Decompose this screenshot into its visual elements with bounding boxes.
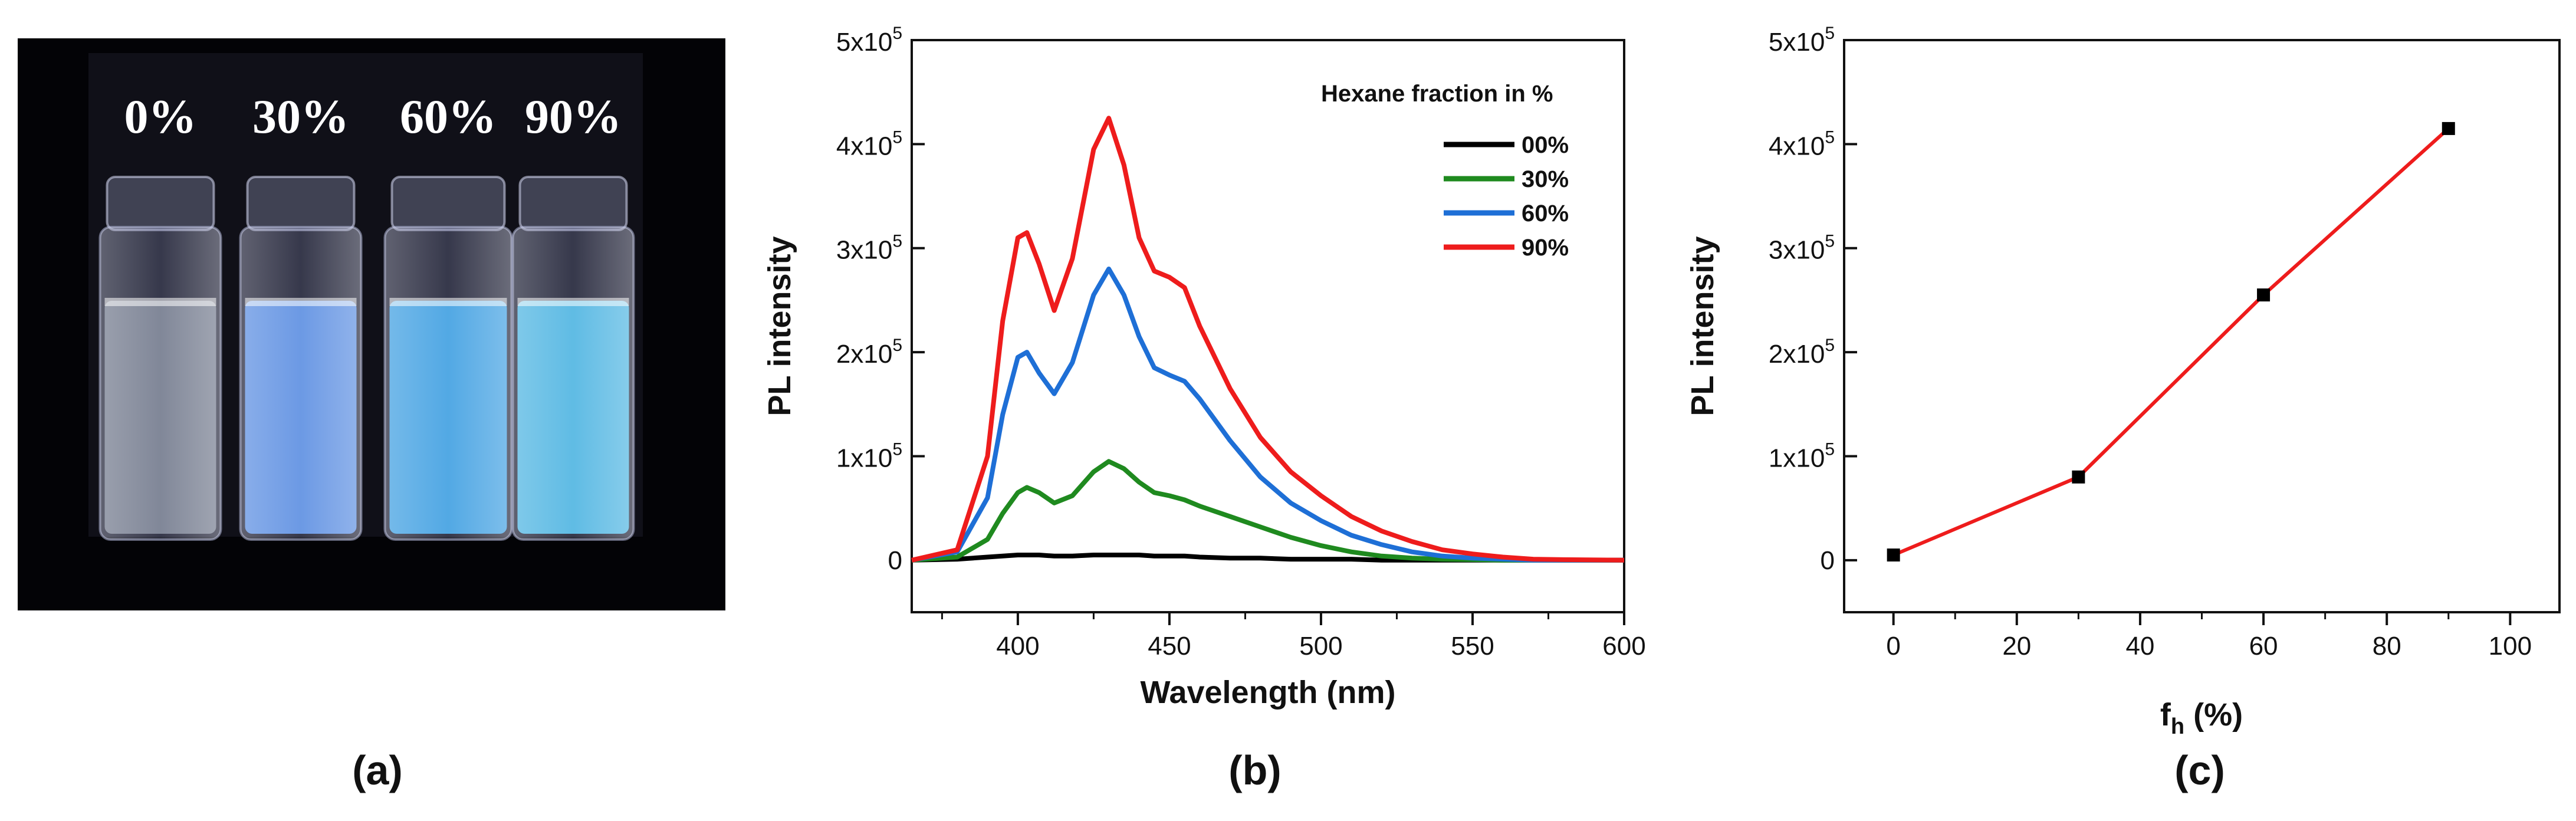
x-tick-label: 450 <box>1148 632 1191 661</box>
chart-b-legend: Hexane fraction in % 00% 30% 60% 90% <box>1321 81 1569 261</box>
legend-entry: 60% <box>1522 201 1569 226</box>
x-tick-label: 40 <box>2125 632 2154 661</box>
panel-label-a: (a) <box>352 747 403 793</box>
panel-label-c: (c) <box>2174 747 2225 793</box>
chart-b-xlabel: Wavelength (nm) <box>1140 675 1395 710</box>
panel-label-b: (b) <box>1228 747 1281 793</box>
chart-c-ylabel: PL intensity <box>1685 236 1720 416</box>
legend-title: Hexane fraction in % <box>1321 81 1553 107</box>
vial-neck <box>106 176 215 231</box>
y-tick-label: 4x105 <box>1769 127 1835 160</box>
panel-a-photo: 0% 30% 60% 90% <box>18 38 725 610</box>
y-tick-label: 0 <box>1821 546 1835 575</box>
vial-neck <box>518 176 628 231</box>
chart-b: 0 1x105 2x105 3x105 4x105 5x105 400 450 500 550 60… <box>762 24 1646 710</box>
vial-label: 60% <box>400 90 497 143</box>
vials-group: 0% 30% 60% 90% <box>98 90 635 541</box>
data-point-marker <box>1887 549 1900 561</box>
vial-glass-highlight <box>100 227 221 540</box>
y-tick-label: 2x105 <box>1769 336 1835 369</box>
chart-b-ylabel: PL intensity <box>762 236 797 416</box>
series-line-90 <box>911 116 1625 563</box>
vial-label: 90% <box>525 90 622 143</box>
chart-b-frame <box>911 39 1625 613</box>
series-line-30 <box>911 459 1624 563</box>
y-tick-label: 1x105 <box>1769 439 1835 472</box>
vial-label: 0% <box>124 90 197 143</box>
x-tick-label: 60 <box>2249 632 2278 661</box>
chart-c-xlabel: fh (%) <box>2160 697 2243 739</box>
chart-c: 0 1x105 2x105 3x105 4x105 5x105 0 20 40 60 80 100 f… <box>1685 24 2561 739</box>
x-tick-label: 100 <box>2489 632 2532 661</box>
y-tick-label: 3x105 <box>1769 232 1835 265</box>
x-tick-label: 80 <box>2373 632 2401 661</box>
x-tick-label: 20 <box>2002 632 2031 661</box>
x-tick-label: 500 <box>1299 632 1342 661</box>
x-tick-label: 550 <box>1451 632 1494 661</box>
vial-glass-highlight <box>385 227 512 540</box>
legend-entry: 30% <box>1522 166 1569 192</box>
y-tick-label: 3x105 <box>836 232 902 265</box>
data-point-marker <box>2442 121 2455 135</box>
vial-glass-highlight <box>240 227 362 540</box>
y-tick-label: 1x105 <box>836 439 902 472</box>
chart-b-ticks: 0 1x105 2x105 3x105 4x105 5x105 400 450 500 550 60… <box>836 24 1646 661</box>
x-tick-label: 600 <box>1602 632 1645 661</box>
vial-neck <box>246 176 356 231</box>
x-tick-label: 400 <box>996 632 1039 661</box>
vial-label: 30% <box>252 90 349 143</box>
chart-b-series <box>911 116 1625 563</box>
y-tick-label: 5x105 <box>836 24 902 57</box>
x-tick-label: 0 <box>1886 632 1900 661</box>
chart-c-ticks: 0 1x105 2x105 3x105 4x105 5x105 0 20 40 60 80 100 <box>1769 24 2532 661</box>
chart-c-series <box>1887 121 2455 561</box>
data-point-marker <box>2072 470 2085 484</box>
vial-glass-highlight <box>512 227 634 540</box>
y-tick-label: 5x105 <box>1769 24 1835 57</box>
legend-entry: 90% <box>1522 235 1569 261</box>
vial-neck <box>390 176 506 231</box>
data-point-marker <box>2257 288 2271 302</box>
series-line-PLvsfh <box>1892 127 2450 557</box>
series-line-60 <box>911 267 1624 563</box>
y-tick-label: 0 <box>888 546 902 575</box>
y-tick-label: 4x105 <box>836 127 902 160</box>
chart-c-xlabel-sub: h <box>2171 714 2184 739</box>
legend-entry: 00% <box>1522 132 1569 158</box>
y-tick-label: 2x105 <box>836 336 902 369</box>
